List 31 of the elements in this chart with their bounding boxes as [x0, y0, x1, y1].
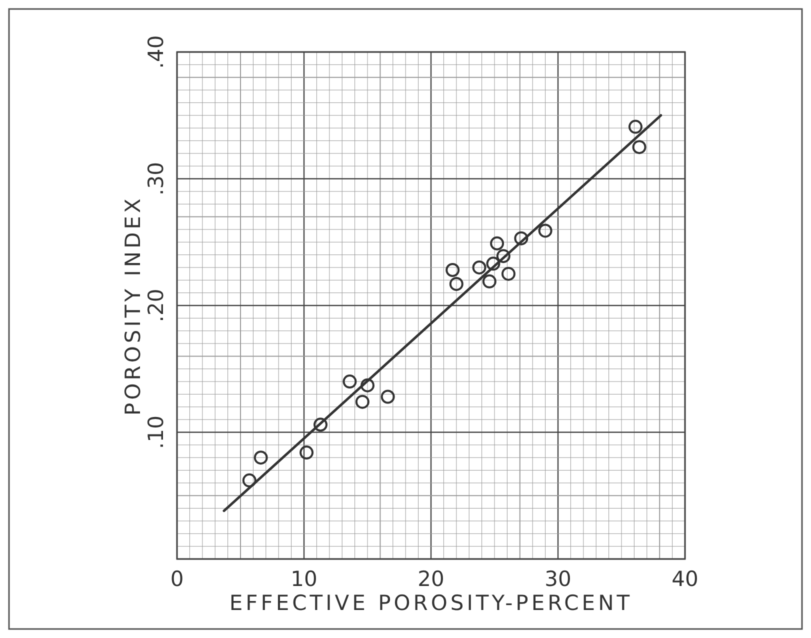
point [242, 473, 256, 488]
point [380, 390, 395, 404]
point [449, 276, 464, 291]
x-tick-label: 20 [418, 567, 444, 591]
y-tick-label: .10 [144, 416, 168, 449]
point [486, 256, 500, 271]
point [482, 274, 496, 288]
point [628, 120, 642, 134]
x-tick-label: 30 [544, 567, 572, 591]
point [446, 263, 460, 278]
point [490, 236, 504, 250]
point [514, 231, 528, 246]
y-tick-label: .40 [144, 35, 168, 69]
point [355, 394, 370, 409]
point [314, 418, 328, 432]
point [496, 249, 510, 264]
x-tick-label: 40 [672, 567, 698, 591]
point [538, 224, 552, 238]
point [501, 266, 516, 281]
y-tick-label: .30 [144, 162, 168, 196]
point [632, 140, 646, 154]
point [254, 450, 268, 465]
point [360, 378, 374, 392]
x-tick-label: 0 [170, 567, 184, 591]
point [472, 260, 486, 274]
x-tick-label: 10 [290, 567, 318, 591]
point [342, 374, 357, 389]
point [300, 446, 314, 460]
y-axis-title: POROSITY INDEX [121, 196, 145, 416]
y-tick-label: .20 [144, 288, 168, 322]
x-axis-title: EFFECTIVE POROSITY-PERCENT [229, 591, 633, 615]
